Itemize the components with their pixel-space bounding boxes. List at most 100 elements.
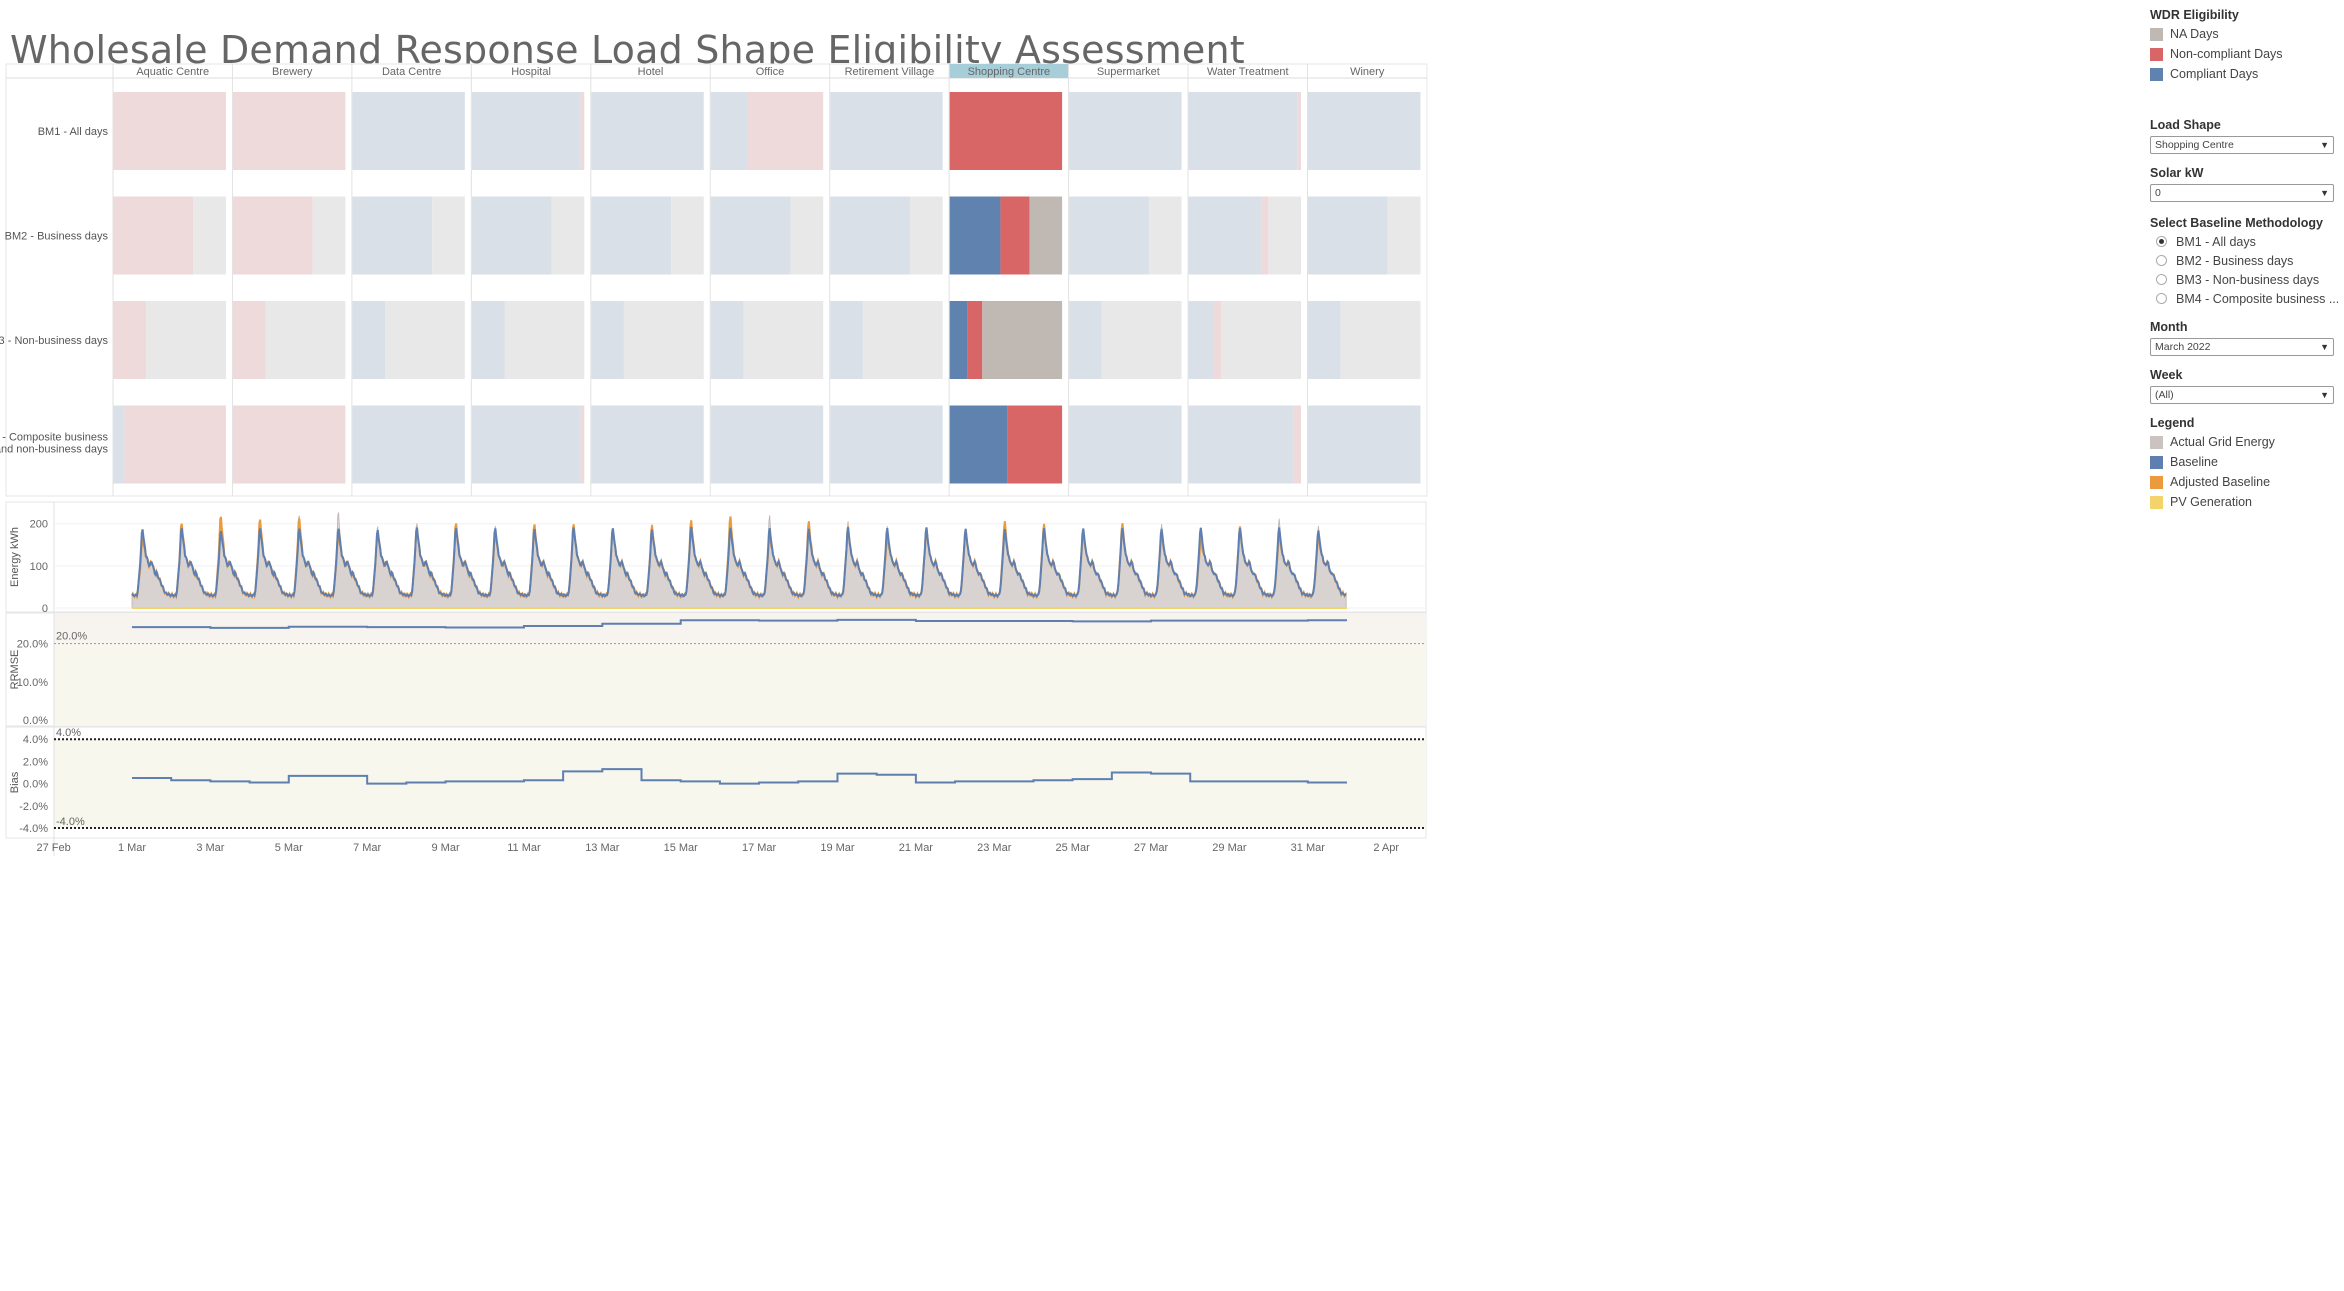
baseline-method-option[interactable]: BM3 - Non-business days <box>2150 270 2340 289</box>
eligibility-segment-noncompliant <box>113 196 194 275</box>
x-tick-label: 9 Mar <box>431 842 459 854</box>
eligibility-segment-compliant <box>1188 92 1298 170</box>
eligibility-legend-item[interactable]: Compliant Days <box>2150 64 2340 84</box>
eligibility-segment-compliant <box>1188 196 1262 275</box>
load-shape-label: Load Shape <box>2150 118 2221 132</box>
radio-button[interactable] <box>2156 293 2167 304</box>
x-tick-label: 17 Mar <box>742 842 777 854</box>
row-label: BM3 - Non-business days <box>0 335 108 347</box>
eligibility-segment-noncompliant <box>232 196 313 275</box>
x-tick-label: 15 Mar <box>664 842 699 854</box>
baseline-method-label: Select Baseline Methodology <box>2150 216 2323 230</box>
x-tick-label: 3 Mar <box>196 842 224 854</box>
sidebar: WDR Eligibility NA Days Non-compliant Day… <box>2150 8 2340 512</box>
eligibility-segment-na <box>790 196 824 275</box>
eligibility-segment-compliant <box>830 405 943 484</box>
series-legend-item[interactable]: Baseline <box>2150 452 2340 472</box>
row-label-line: and non-business days <box>0 444 108 456</box>
eligibility-segment-compliant <box>591 301 624 379</box>
legend-swatch <box>2150 435 2163 449</box>
series-legend-item[interactable]: Actual Grid Energy <box>2150 432 2340 452</box>
eligibility-segment-compliant <box>1069 92 1182 170</box>
eligibility-segment-noncompliant <box>232 405 346 484</box>
y-tick-label: 0 <box>42 603 48 615</box>
eligibility-segment-noncompliant <box>232 92 346 170</box>
eligibility-segment-compliant <box>949 405 1008 484</box>
eligibility-segment-compliant <box>949 196 1001 275</box>
eligibility-legend-title: WDR Eligibility <box>2150 8 2239 22</box>
y-axis-title: Energy kWh <box>9 527 21 587</box>
month-select[interactable]: March 2022 ▼ <box>2150 338 2334 356</box>
eligibility-segment-na <box>265 301 346 379</box>
week-select[interactable]: (All) ▼ <box>2150 386 2334 404</box>
bias-chart: -4.0% -2.0% 0.0% 2.0% 4.0% 4.0% -4.0% Bias <box>5 726 1427 839</box>
eligibility-segment-compliant <box>1069 405 1182 484</box>
eligibility-segment-noncompliant <box>949 92 1063 170</box>
legend-label: Adjusted Baseline <box>2170 475 2271 489</box>
eligibility-segment-compliant <box>471 92 581 170</box>
column-header: Winery <box>1350 66 1385 78</box>
x-tick-label: 11 Mar <box>507 842 541 854</box>
eligibility-segment-na <box>504 301 585 379</box>
x-tick-label: 23 Mar <box>977 842 1012 854</box>
eligibility-segment-compliant <box>591 92 704 170</box>
load-shape-value: Shopping Centre <box>2155 139 2234 151</box>
y-tick-label: 20.0% <box>17 639 48 651</box>
eligibility-segment-na <box>1340 301 1421 379</box>
legend-swatch <box>2150 27 2163 41</box>
x-tick-label: 27 Mar <box>1134 842 1169 854</box>
y-tick-label: 0.0% <box>23 779 48 791</box>
legend-swatch <box>2150 455 2163 469</box>
eligibility-segment-compliant <box>352 92 465 170</box>
y-tick-label: 200 <box>30 519 48 531</box>
chevron-down-icon: ▼ <box>2320 390 2329 400</box>
legend-label: Non-compliant Days <box>2170 47 2283 61</box>
legend-swatch <box>2150 67 2163 81</box>
legend-label: Baseline <box>2170 455 2218 469</box>
solar-label: Solar kW <box>2150 166 2204 180</box>
series-legend-item[interactable]: PV Generation <box>2150 492 2340 512</box>
column-header: Office <box>756 66 785 78</box>
bias-line <box>132 768 1347 785</box>
eligibility-segment-na <box>1101 301 1182 379</box>
x-tick-label: 2 Apr <box>1373 842 1399 854</box>
y-tick-label: 100 <box>30 561 48 573</box>
x-tick-label: 7 Mar <box>353 842 381 854</box>
eligibility-legend-item[interactable]: Non-compliant Days <box>2150 44 2340 64</box>
eligibility-segment-compliant <box>352 196 433 275</box>
baseline-method-option[interactable]: BM2 - Business days <box>2150 251 2340 270</box>
eligibility-segment-compliant <box>113 405 125 484</box>
radio-button[interactable] <box>2156 236 2167 247</box>
eligibility-segment-na <box>432 196 465 275</box>
radio-button[interactable] <box>2156 255 2167 266</box>
series-legend-item[interactable]: Adjusted Baseline <box>2150 472 2340 492</box>
column-header: Shopping Centre <box>968 66 1051 78</box>
radio-button[interactable] <box>2156 274 2167 285</box>
row-label: BM2 - Business days <box>5 231 109 243</box>
column-header: Brewery <box>272 66 313 78</box>
solar-value: 0 <box>2155 187 2161 199</box>
baseline-method-option[interactable]: BM4 - Composite business ... <box>2150 289 2340 308</box>
solar-input[interactable]: 0 ▼ <box>2150 184 2334 202</box>
row-label-line: BM1 - All days <box>38 126 109 138</box>
eligibility-segment-noncompliant <box>1007 405 1063 484</box>
x-tick-label: 21 Mar <box>899 842 934 854</box>
eligibility-legend-item[interactable]: NA Days <box>2150 24 2340 44</box>
baseline-method-option[interactable]: BM1 - All days <box>2150 232 2340 251</box>
eligibility-segment-na <box>1148 196 1182 275</box>
eligibility-segment-na <box>1387 196 1421 275</box>
load-shape-select[interactable]: Shopping Centre ▼ <box>2150 136 2334 154</box>
eligibility-segment-noncompliant <box>1000 196 1030 275</box>
y-tick-label: -4.0% <box>19 823 48 835</box>
eligibility-segment-compliant <box>471 301 505 379</box>
eligibility-segment-na <box>312 196 346 275</box>
eligibility-segment-compliant <box>1308 92 1421 170</box>
column-header: Retirement Village <box>845 66 935 78</box>
x-tick-label: 5 Mar <box>275 842 303 854</box>
eligibility-segment-noncompliant <box>1261 196 1269 275</box>
eligibility-segment-compliant <box>710 405 824 484</box>
eligibility-segment-noncompliant <box>1293 405 1301 484</box>
eligibility-segment-na <box>551 196 585 275</box>
eligibility-segment-compliant <box>830 196 911 275</box>
